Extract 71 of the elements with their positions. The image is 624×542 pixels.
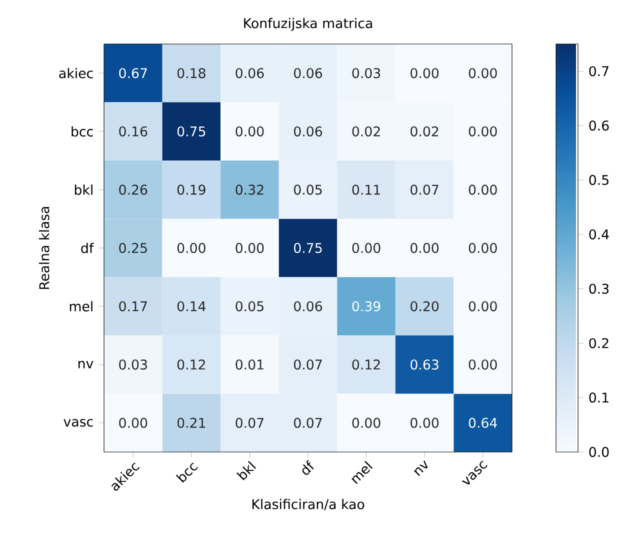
data-label: 0.07 <box>294 360 322 370</box>
y-tick-label: bcc <box>72 126 93 137</box>
x-axis-title: Klasificiran/a kao <box>252 498 364 510</box>
x-tick-label: bcc <box>176 462 198 483</box>
color-bar-label: 0.5 <box>589 174 608 186</box>
data-label: 0.75 <box>177 126 206 136</box>
data-label: 0.06 <box>294 68 322 78</box>
data-label: 0.02 <box>410 126 438 136</box>
chart-title: Konfuzijska matrica <box>244 18 372 31</box>
data-label: 0.20 <box>410 301 439 312</box>
data-label: 0.19 <box>177 184 206 195</box>
data-label: 0.06 <box>236 68 264 78</box>
y-tick-label: akiec <box>59 68 93 78</box>
data-label: 0.21 <box>177 418 206 428</box>
data-label: 0.12 <box>177 360 205 370</box>
y-tick-label: bkl <box>74 184 92 195</box>
data-label: 0.05 <box>294 184 322 195</box>
data-label: 0.00 <box>410 68 439 78</box>
data-label: 0.03 <box>352 68 380 78</box>
data-label: 0.00 <box>352 418 380 428</box>
color-bar-label: 0.4 <box>589 229 609 240</box>
y-tick-label: mel <box>70 301 92 312</box>
data-label: 0.00 <box>468 360 497 370</box>
y-tick-label: vasc <box>64 419 93 427</box>
data-label: 0.14 <box>177 301 206 312</box>
data-label: 0.18 <box>177 68 206 78</box>
data-label: 0.17 <box>119 301 147 312</box>
data-label: 0.06 <box>294 301 322 312</box>
x-tick-label: df <box>302 460 314 475</box>
data-label: 0.00 <box>468 301 497 312</box>
data-label: 0.00 <box>468 242 497 254</box>
data-label: 0.00 <box>236 242 264 254</box>
data-label: 0.25 <box>119 242 147 254</box>
data-label: 0.12 <box>352 360 380 370</box>
data-label: 0.03 <box>119 360 147 370</box>
data-label: 0.11 <box>352 184 380 195</box>
data-label: 0.00 <box>468 68 497 78</box>
data-label: 0.00 <box>177 242 206 254</box>
data-label: 0.39 <box>352 301 380 312</box>
data-label: 0.01 <box>236 360 264 370</box>
data-label: 0.07 <box>410 184 438 195</box>
data-label: 0.75 <box>294 242 322 254</box>
data-label: 0.00 <box>119 418 148 428</box>
data-label: 0.00 <box>468 184 497 195</box>
color-bar-label: 0.7 <box>589 66 608 76</box>
data-label: 0.16 <box>119 126 148 136</box>
data-label: 0.00 <box>468 126 497 136</box>
data-label: 0.00 <box>236 126 264 136</box>
data-label: 0.00 <box>352 242 380 254</box>
y-tick-label: df <box>81 242 94 254</box>
color-bar-label: 0.0 <box>589 446 609 458</box>
x-tick-label: bkl <box>236 460 256 480</box>
data-label: 0.64 <box>468 418 497 428</box>
data-label: 0.06 <box>294 126 322 136</box>
data-label: 0.07 <box>236 418 264 428</box>
data-label: 0.26 <box>119 184 148 195</box>
x-tick-label: nv <box>414 460 428 476</box>
color-bar-label: 0.1 <box>589 392 608 403</box>
data-label: 0.32 <box>236 184 264 195</box>
color-bar-label: 0.2 <box>589 338 608 348</box>
color-bar-label: 0.3 <box>589 284 609 294</box>
data-label: 0.07 <box>294 418 322 428</box>
data-label: 0.63 <box>410 360 438 370</box>
y-tick-label: nv <box>78 360 94 368</box>
data-label: 0.00 <box>410 418 439 428</box>
y-axis-title: Realna klasa <box>38 206 50 289</box>
data-label: 0.05 <box>236 301 264 312</box>
color-bar-label: 0.6 <box>589 120 609 131</box>
data-label: 0.67 <box>119 68 147 78</box>
data-label: 0.00 <box>410 242 439 254</box>
data-label: 0.02 <box>352 126 380 136</box>
